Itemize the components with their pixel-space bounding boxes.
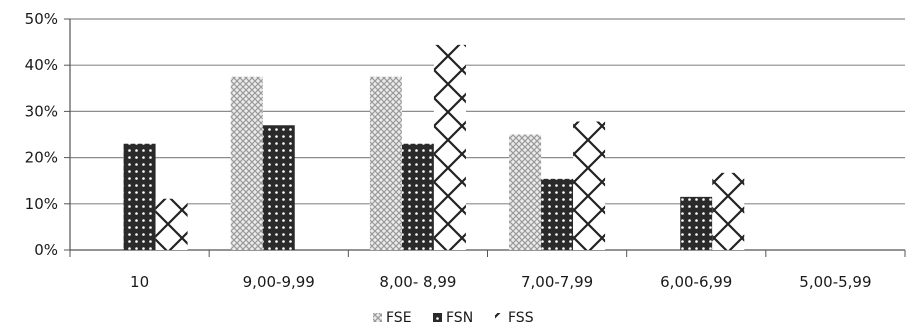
x-tick-label: 10 (130, 273, 149, 291)
bars (123, 44, 745, 251)
y-tick-label: 40% (25, 56, 58, 74)
bar-fss-2 (433, 44, 466, 250)
y-tick-label: 30% (25, 102, 58, 120)
x-tick-label: 6,00-6,99 (660, 273, 732, 291)
bar-fse-2 (369, 76, 402, 250)
bar-fsn-2 (401, 143, 434, 250)
legend-label-fse: FSE (386, 310, 412, 326)
tick-labels: 0% 10% 20% 30% 40% 50% 10 9,00-9,99 8,00- 8,99 7,… (25, 10, 872, 291)
bar-fse-3 (509, 134, 542, 250)
y-tick-label: 50% (25, 10, 58, 28)
x-tick-label: 7,00-7,99 (521, 273, 593, 291)
x-tick-label: 8,00- 8,99 (379, 273, 456, 291)
legend: FSE FSN FSS (373, 310, 534, 326)
legend-label-fsn: FSN (446, 310, 473, 326)
legend-swatch-fsn (433, 313, 442, 322)
bar-fsn-1 (262, 125, 295, 250)
bar-fss-0 (155, 198, 188, 250)
x-tick-label: 9,00-9,99 (243, 273, 315, 291)
x-tick-label: 5,00-5,99 (799, 273, 871, 291)
y-tick-label: 20% (25, 149, 58, 167)
legend-swatch-fss (495, 313, 504, 322)
y-tick-label: 0% (34, 241, 58, 259)
bar-fss-3 (573, 121, 606, 251)
bar-fsn-4 (680, 196, 713, 250)
bar-fsn-0 (123, 143, 156, 250)
bar-fsn-3 (541, 178, 574, 250)
y-tick-label: 10% (25, 195, 58, 213)
bar-fss-4 (712, 172, 745, 250)
grid-lines (70, 18, 905, 205)
bar-fse-1 (230, 76, 263, 250)
legend-label-fss: FSS (508, 310, 534, 326)
legend-swatch-fse (373, 313, 382, 322)
axes (64, 18, 906, 257)
